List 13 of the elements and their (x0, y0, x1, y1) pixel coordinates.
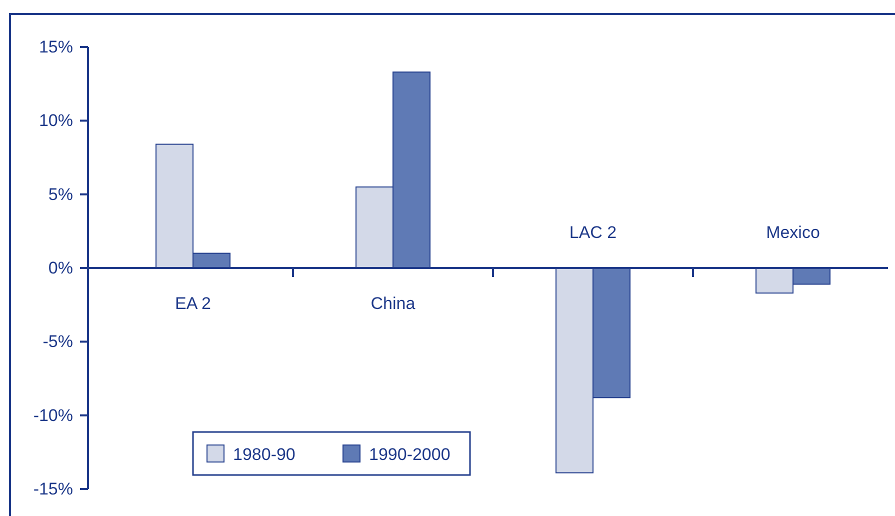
y-tick-label: 15% (38, 37, 73, 56)
y-tick-label: 10% (38, 111, 73, 130)
y-tick-label: 5% (48, 184, 73, 204)
y-tick-label: 0% (48, 258, 73, 278)
x-tick-label: Mexico (766, 223, 820, 242)
x-tick-label: LAC 2 (569, 223, 617, 242)
y-tick-label: -15% (33, 479, 73, 498)
x-tick-label: China (370, 294, 416, 313)
legend-label: 1990-2000 (369, 445, 450, 464)
x-tick-label: EA 2 (175, 294, 211, 313)
y-tick-label: -10% (33, 406, 73, 425)
legend-label: 1980-90 (233, 445, 296, 464)
y-tick-label: -5% (42, 332, 73, 352)
